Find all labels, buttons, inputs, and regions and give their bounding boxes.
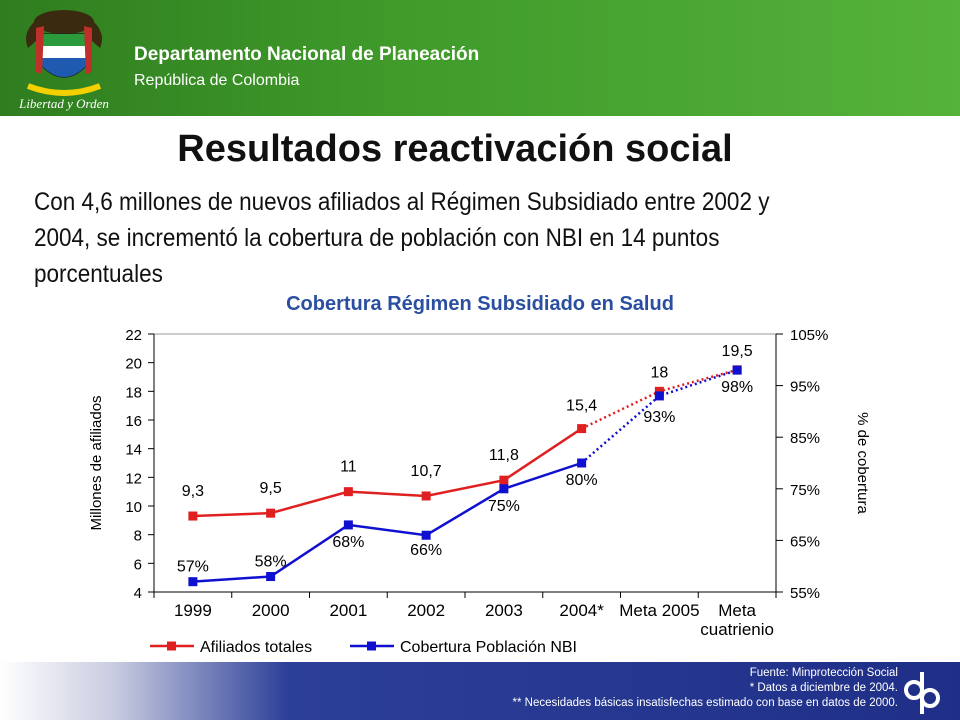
y-tick-label: 22 xyxy=(125,327,142,344)
data-point xyxy=(654,391,664,401)
data-label: 11 xyxy=(340,459,357,476)
x-tick-label: 1999 xyxy=(174,601,212,620)
y-tick-label: 12 xyxy=(125,470,142,487)
data-label: 9,5 xyxy=(260,480,282,497)
data-point xyxy=(421,491,431,501)
legend-label: Afiliados totales xyxy=(200,639,312,656)
y-tick-label: 18 xyxy=(125,384,142,401)
data-label: 68% xyxy=(332,534,364,551)
data-label: 11,8 xyxy=(489,447,519,464)
y-tick-label: 8 xyxy=(134,528,142,545)
source-text: Fuente: Minprotección Social xyxy=(749,667,898,679)
data-point xyxy=(654,386,664,396)
x-tick-label: 2001 xyxy=(329,601,367,620)
data-point xyxy=(732,365,742,375)
y2-tick-label: 105% xyxy=(790,327,828,344)
data-label: 93% xyxy=(643,409,675,426)
data-point xyxy=(499,484,509,494)
y2-tick-label: 75% xyxy=(790,482,820,499)
org-name: Departamento Nacional de Planeación xyxy=(134,44,480,65)
dnp-logo-icon xyxy=(904,672,940,714)
data-label: 75% xyxy=(488,498,520,515)
series-line xyxy=(192,461,583,583)
data-label: 19,5 xyxy=(722,343,753,360)
x-tick-label: 2000 xyxy=(252,601,290,620)
data-label: 98% xyxy=(721,379,753,396)
page-title: Resultados reactivación social xyxy=(177,128,733,170)
source-note: Fuente: Minprotección Social * Datos a d… xyxy=(513,666,899,711)
data-point xyxy=(343,520,353,530)
x-tick-label: Meta xyxy=(718,601,756,620)
y2-tick-label: 55% xyxy=(790,585,820,602)
data-point xyxy=(421,530,431,540)
data-point xyxy=(188,577,198,587)
org-subtitle: República de Colombia xyxy=(134,72,300,89)
data-label: 9,3 xyxy=(182,483,204,500)
coat-of-arms-icon: Libertad y Orden xyxy=(18,10,109,111)
y2-tick-label: 95% xyxy=(790,379,820,396)
logo-caption: Libertad y Orden xyxy=(18,96,109,111)
data-point xyxy=(499,475,509,485)
x-tick-label: Meta 2005 xyxy=(619,601,699,620)
series-line xyxy=(192,427,583,518)
data-label: 10,7 xyxy=(411,463,442,480)
header-band: Libertad y Orden Departamento Nacional d… xyxy=(0,0,960,116)
chart-background xyxy=(80,318,874,664)
y-axis-title: Millones de afiliados xyxy=(88,395,105,530)
legend-swatch-marker xyxy=(167,641,176,651)
footer-band xyxy=(0,662,960,720)
data-point xyxy=(266,508,276,518)
y-tick-label: 14 xyxy=(125,442,142,459)
data-point xyxy=(188,511,198,521)
coverage-chart: 4 6 8 10 12 14 16 18 20 22 Millones de afiliados 55… xyxy=(80,318,874,664)
y-tick-label: 6 xyxy=(134,556,142,573)
y2-tick-label: 85% xyxy=(790,430,820,447)
legend-swatch-marker xyxy=(367,641,376,651)
y-tick-label: 20 xyxy=(125,356,142,373)
x-tick-label: cuatrienio xyxy=(700,620,774,639)
data-label: 18 xyxy=(650,364,668,381)
data-label: 15,4 xyxy=(566,398,597,415)
y2-axis-title: % de cobertura xyxy=(854,412,871,514)
data-point xyxy=(577,458,587,468)
data-label: 58% xyxy=(255,554,287,571)
x-tick-label: 2004* xyxy=(559,601,604,620)
data-label: 80% xyxy=(566,472,598,489)
y-tick-label: 10 xyxy=(125,499,142,516)
data-label: 57% xyxy=(177,559,209,576)
data-point xyxy=(266,572,276,582)
y2-tick-label: 65% xyxy=(790,533,820,550)
data-point xyxy=(343,487,353,497)
x-tick-label: 2002 xyxy=(407,601,445,620)
data-point xyxy=(577,424,587,434)
x-tick-label: 2003 xyxy=(485,601,523,620)
footnote-date: * Datos a diciembre de 2004. xyxy=(749,682,898,694)
summary-text: Con 4,6 millones de nuevos afiliados al … xyxy=(34,188,770,288)
y-tick-label: 16 xyxy=(125,413,142,430)
footnote-nbi: ** Necesidades básicas insatisfechas est… xyxy=(512,697,899,709)
chart-title: Cobertura Régimen Subsidiado en Salud xyxy=(286,293,674,315)
y-tick-label: 4 xyxy=(134,585,142,602)
legend-label: Cobertura Población NBI xyxy=(400,639,577,656)
data-label: 66% xyxy=(410,542,442,559)
